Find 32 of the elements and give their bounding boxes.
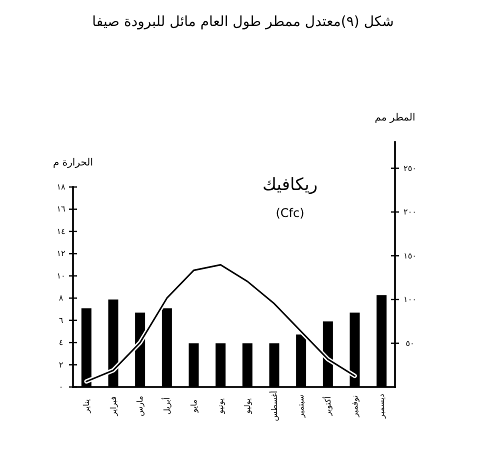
y-tick-label: ١٦ [56,204,66,214]
y-tick-label: ١٨ [56,182,66,192]
y-tick-label: ١٢ [56,249,66,258]
y2-axis-title: المطر مم [374,112,416,124]
x-tick-label: أبريل [161,397,172,415]
x-tick-label: أكتوبر [322,396,332,417]
y-tick-label: ٦ [58,316,64,325]
y-tick-label: ٠ [58,382,64,392]
x-tick-label: نوفمبر [350,395,360,418]
x-tick-label: مايو [189,399,198,414]
x-tick-label: مارس [136,396,145,416]
y2-tick-label: ٥٠ [406,338,414,348]
y2-tick-label: ٢٠٠ [404,208,416,216]
y-tick-label: ٨ [58,294,64,303]
y-tick-label: ٤ [58,338,64,348]
x-tick-label: أغسطس [268,390,279,422]
chart-title: شكل (٩)معتدل ممطر طول العام مائل للبرودة صيفا [92,14,394,30]
y2-tick-label: ٢٥٠ [404,164,416,173]
y-tick-label: ١٤ [56,226,66,236]
x-tick-label: يونيو [216,398,226,415]
x-tick-label: يناير [82,399,91,414]
annotation: ريكافيك [262,175,318,195]
y-tick-label: ٢ [58,360,64,370]
y2-tick-label: ١٥٠ [404,251,416,260]
x-tick-label: يوليو [242,398,252,415]
x-tick-label: ديسمبر [377,393,386,420]
x-tick-label: فبراير [108,396,118,417]
x-tick-label: سبتمبر [296,394,306,418]
y-tick-label: ١٠ [56,271,66,280]
y-axis-title: الحرارة م [52,158,94,168]
y2-tick-label: ١٠٠ [404,295,416,304]
annotation: (Cfc) [276,206,304,220]
